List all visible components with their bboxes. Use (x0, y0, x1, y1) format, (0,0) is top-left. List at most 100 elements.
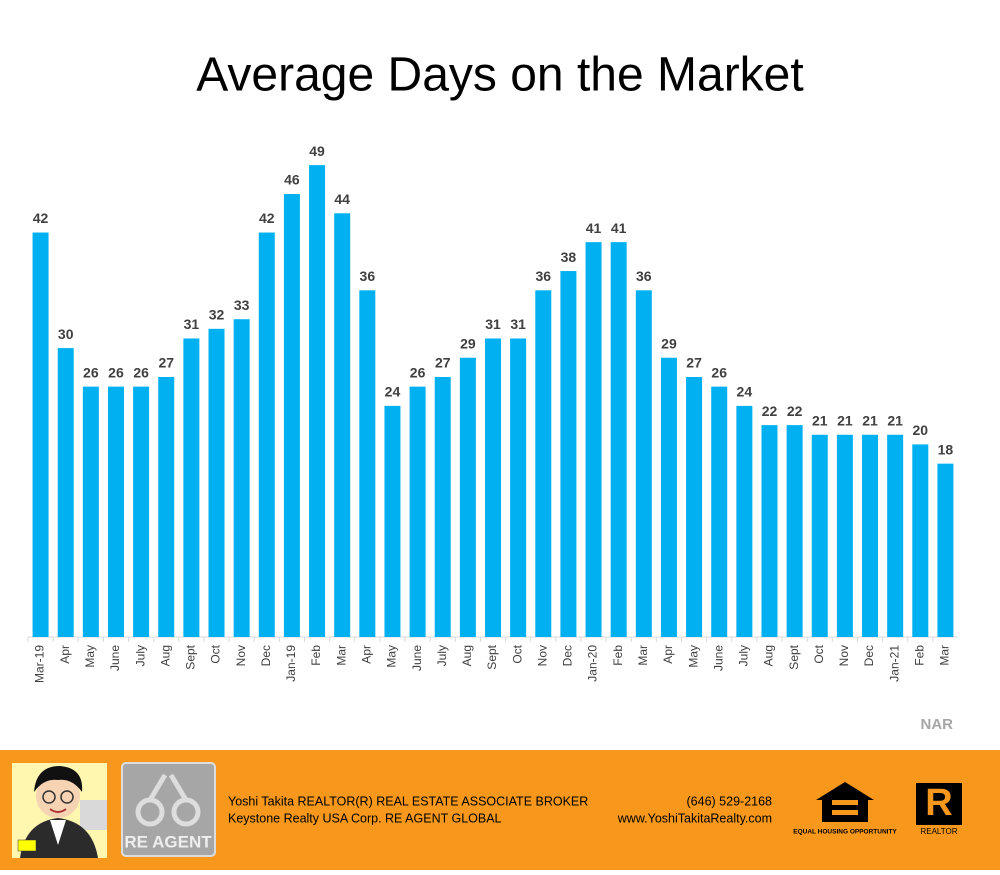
value-label: 26 (711, 364, 727, 380)
bar (133, 386, 150, 637)
bar (208, 328, 225, 637)
bar (686, 376, 703, 637)
value-label: 36 (360, 268, 376, 284)
value-label: 31 (485, 316, 501, 332)
bar (912, 444, 929, 637)
plot: Mar-19 42 Apr 30 May 26 June 26 July 26 Aug 27 Sept 3… (27, 143, 958, 683)
bar (434, 376, 451, 637)
bar (334, 213, 351, 637)
x-tick-label: Oct (812, 644, 826, 663)
value-label: 44 (334, 191, 350, 207)
x-tick-label: Sept (184, 644, 198, 669)
value-label: 29 (460, 335, 476, 351)
x-tick-label: Mar (636, 645, 650, 666)
value-label: 26 (133, 364, 149, 380)
bar (535, 290, 552, 637)
bar (836, 434, 853, 637)
x-tick-label: July (435, 645, 449, 666)
bar (711, 386, 728, 637)
value-label: 21 (887, 412, 903, 428)
x-tick-label: Aug (762, 645, 776, 666)
value-label: 21 (812, 412, 828, 428)
bar (258, 232, 275, 638)
bar (409, 386, 426, 637)
x-tick-label: Jan-19 (284, 645, 298, 682)
x-tick-label: Aug (158, 645, 172, 666)
bar (283, 194, 300, 637)
x-tick-label: June (410, 645, 424, 671)
value-label: 29 (661, 335, 677, 351)
x-tick-label: Apr (359, 645, 373, 664)
agent-logo-text: RE AGENT (124, 832, 212, 851)
bar (485, 338, 501, 637)
bar (158, 376, 175, 637)
x-tick-label: Dec (561, 645, 575, 666)
value-label: 41 (586, 220, 602, 236)
bar (635, 290, 652, 637)
value-label: 31 (510, 316, 526, 332)
equal-housing-logo: EQUAL HOUSING OPPORTUNITY (793, 782, 897, 836)
x-tick-label: Nov (234, 645, 248, 666)
bar (107, 386, 124, 637)
value-label: 42 (33, 210, 49, 226)
value-label: 24 (385, 384, 401, 400)
footer-company: Keystone Realty USA Corp. RE AGENT GLOBA… (228, 811, 502, 825)
value-label: 22 (762, 403, 778, 419)
bar (32, 232, 49, 638)
bar (937, 463, 954, 637)
x-tick-label: Sept (485, 644, 499, 669)
value-label: 22 (787, 403, 803, 419)
bar (82, 386, 99, 637)
bar (183, 338, 200, 637)
value-label: 38 (561, 249, 577, 265)
value-label: 18 (938, 441, 954, 457)
chart-title: Average Days on the Market (196, 49, 803, 102)
x-tick-label: July (133, 645, 147, 666)
bar (585, 242, 602, 638)
value-label: 36 (636, 268, 652, 284)
realtor-text: REALTOR (920, 827, 957, 836)
x-tick-label: Mar (334, 645, 348, 666)
value-label: 27 (686, 355, 702, 371)
value-label: 26 (83, 364, 99, 380)
x-tick-label: Sept (787, 644, 801, 669)
bar (459, 357, 476, 637)
bar (761, 425, 778, 637)
bar (359, 290, 376, 637)
footer-phone: (646) 529-2168 (687, 794, 773, 808)
value-label: 26 (108, 364, 124, 380)
x-tick-label: Dec (862, 645, 876, 666)
bar (510, 338, 527, 637)
x-tick-label: Apr (661, 645, 675, 664)
value-label: 27 (158, 355, 174, 371)
x-tick-label: June (711, 645, 725, 671)
x-tick-label: Feb (912, 645, 926, 666)
value-label: 41 (611, 220, 627, 236)
footer-name: Yoshi Takita REALTOR(R) REAL ESTATE ASSO… (228, 794, 588, 808)
bar (610, 242, 627, 638)
bar (57, 348, 74, 637)
value-label: 24 (737, 384, 753, 400)
x-tick-label: July (737, 645, 751, 666)
x-tick-label: Mar (938, 645, 952, 666)
value-label: 21 (837, 412, 853, 428)
value-label: 30 (58, 326, 74, 342)
x-tick-label: Dec (259, 645, 273, 666)
x-tick-label: Apr (58, 645, 72, 664)
value-label: 49 (309, 143, 325, 159)
value-label: 31 (184, 316, 200, 332)
bar (660, 357, 677, 637)
value-label: 36 (535, 268, 551, 284)
value-label: 46 (284, 172, 300, 188)
bar (736, 405, 753, 637)
realtor-logo: R REALTOR (916, 782, 962, 836)
source: NAR (921, 716, 954, 733)
x-tick-label: Oct (209, 644, 223, 663)
x-tick-label: Oct (510, 644, 524, 663)
bar (233, 319, 250, 637)
bar (309, 165, 326, 637)
x-tick-label: Jan-20 (586, 645, 600, 682)
value-label: 32 (209, 307, 225, 323)
agent-logo: RE AGENT (121, 762, 216, 857)
